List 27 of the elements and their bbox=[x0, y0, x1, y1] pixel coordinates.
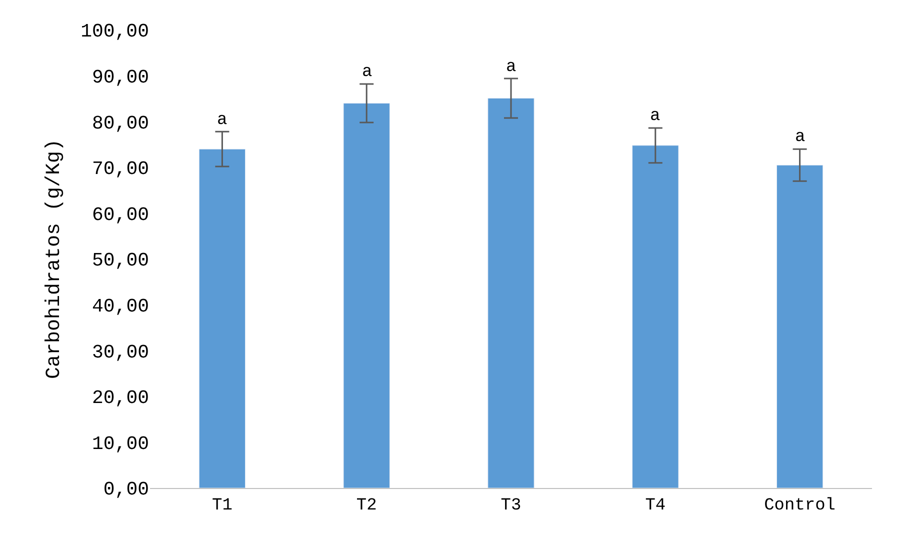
y-tick-label: 40,00 bbox=[92, 295, 149, 318]
bar bbox=[198, 148, 246, 488]
annotation: a bbox=[650, 107, 660, 126]
x-tick-label: T2 bbox=[356, 496, 377, 516]
annotation: a bbox=[506, 58, 516, 77]
y-tick-label: 10,00 bbox=[92, 432, 149, 455]
bar bbox=[488, 98, 534, 488]
y-tick-label: 90,00 bbox=[92, 66, 149, 88]
bar bbox=[632, 145, 679, 488]
bar bbox=[343, 103, 390, 488]
annotation: a bbox=[795, 128, 806, 147]
x-tick-label: T1 bbox=[212, 496, 232, 516]
bar bbox=[776, 164, 824, 488]
y-tick-label: 50,00 bbox=[92, 250, 149, 272]
annotation: a bbox=[362, 63, 372, 82]
annotation: a bbox=[217, 111, 228, 130]
y-tick-label: 0,00 bbox=[103, 478, 149, 501]
y-tick-label: 80,00 bbox=[92, 112, 149, 134]
y-tick-label: 100,00 bbox=[80, 20, 149, 43]
y-axis-title: Carbohidratos (g/Kg) bbox=[43, 138, 66, 380]
y-tick-label: 20,00 bbox=[92, 387, 149, 410]
x-tick-label: Control bbox=[764, 496, 836, 516]
x-tick-label: T3 bbox=[500, 496, 522, 516]
x-tick-label: T4 bbox=[645, 496, 666, 516]
y-tick-label: 60,00 bbox=[92, 204, 149, 226]
y-tick-label: 70,00 bbox=[92, 158, 149, 180]
y-tick-label: 30,00 bbox=[92, 341, 149, 364]
